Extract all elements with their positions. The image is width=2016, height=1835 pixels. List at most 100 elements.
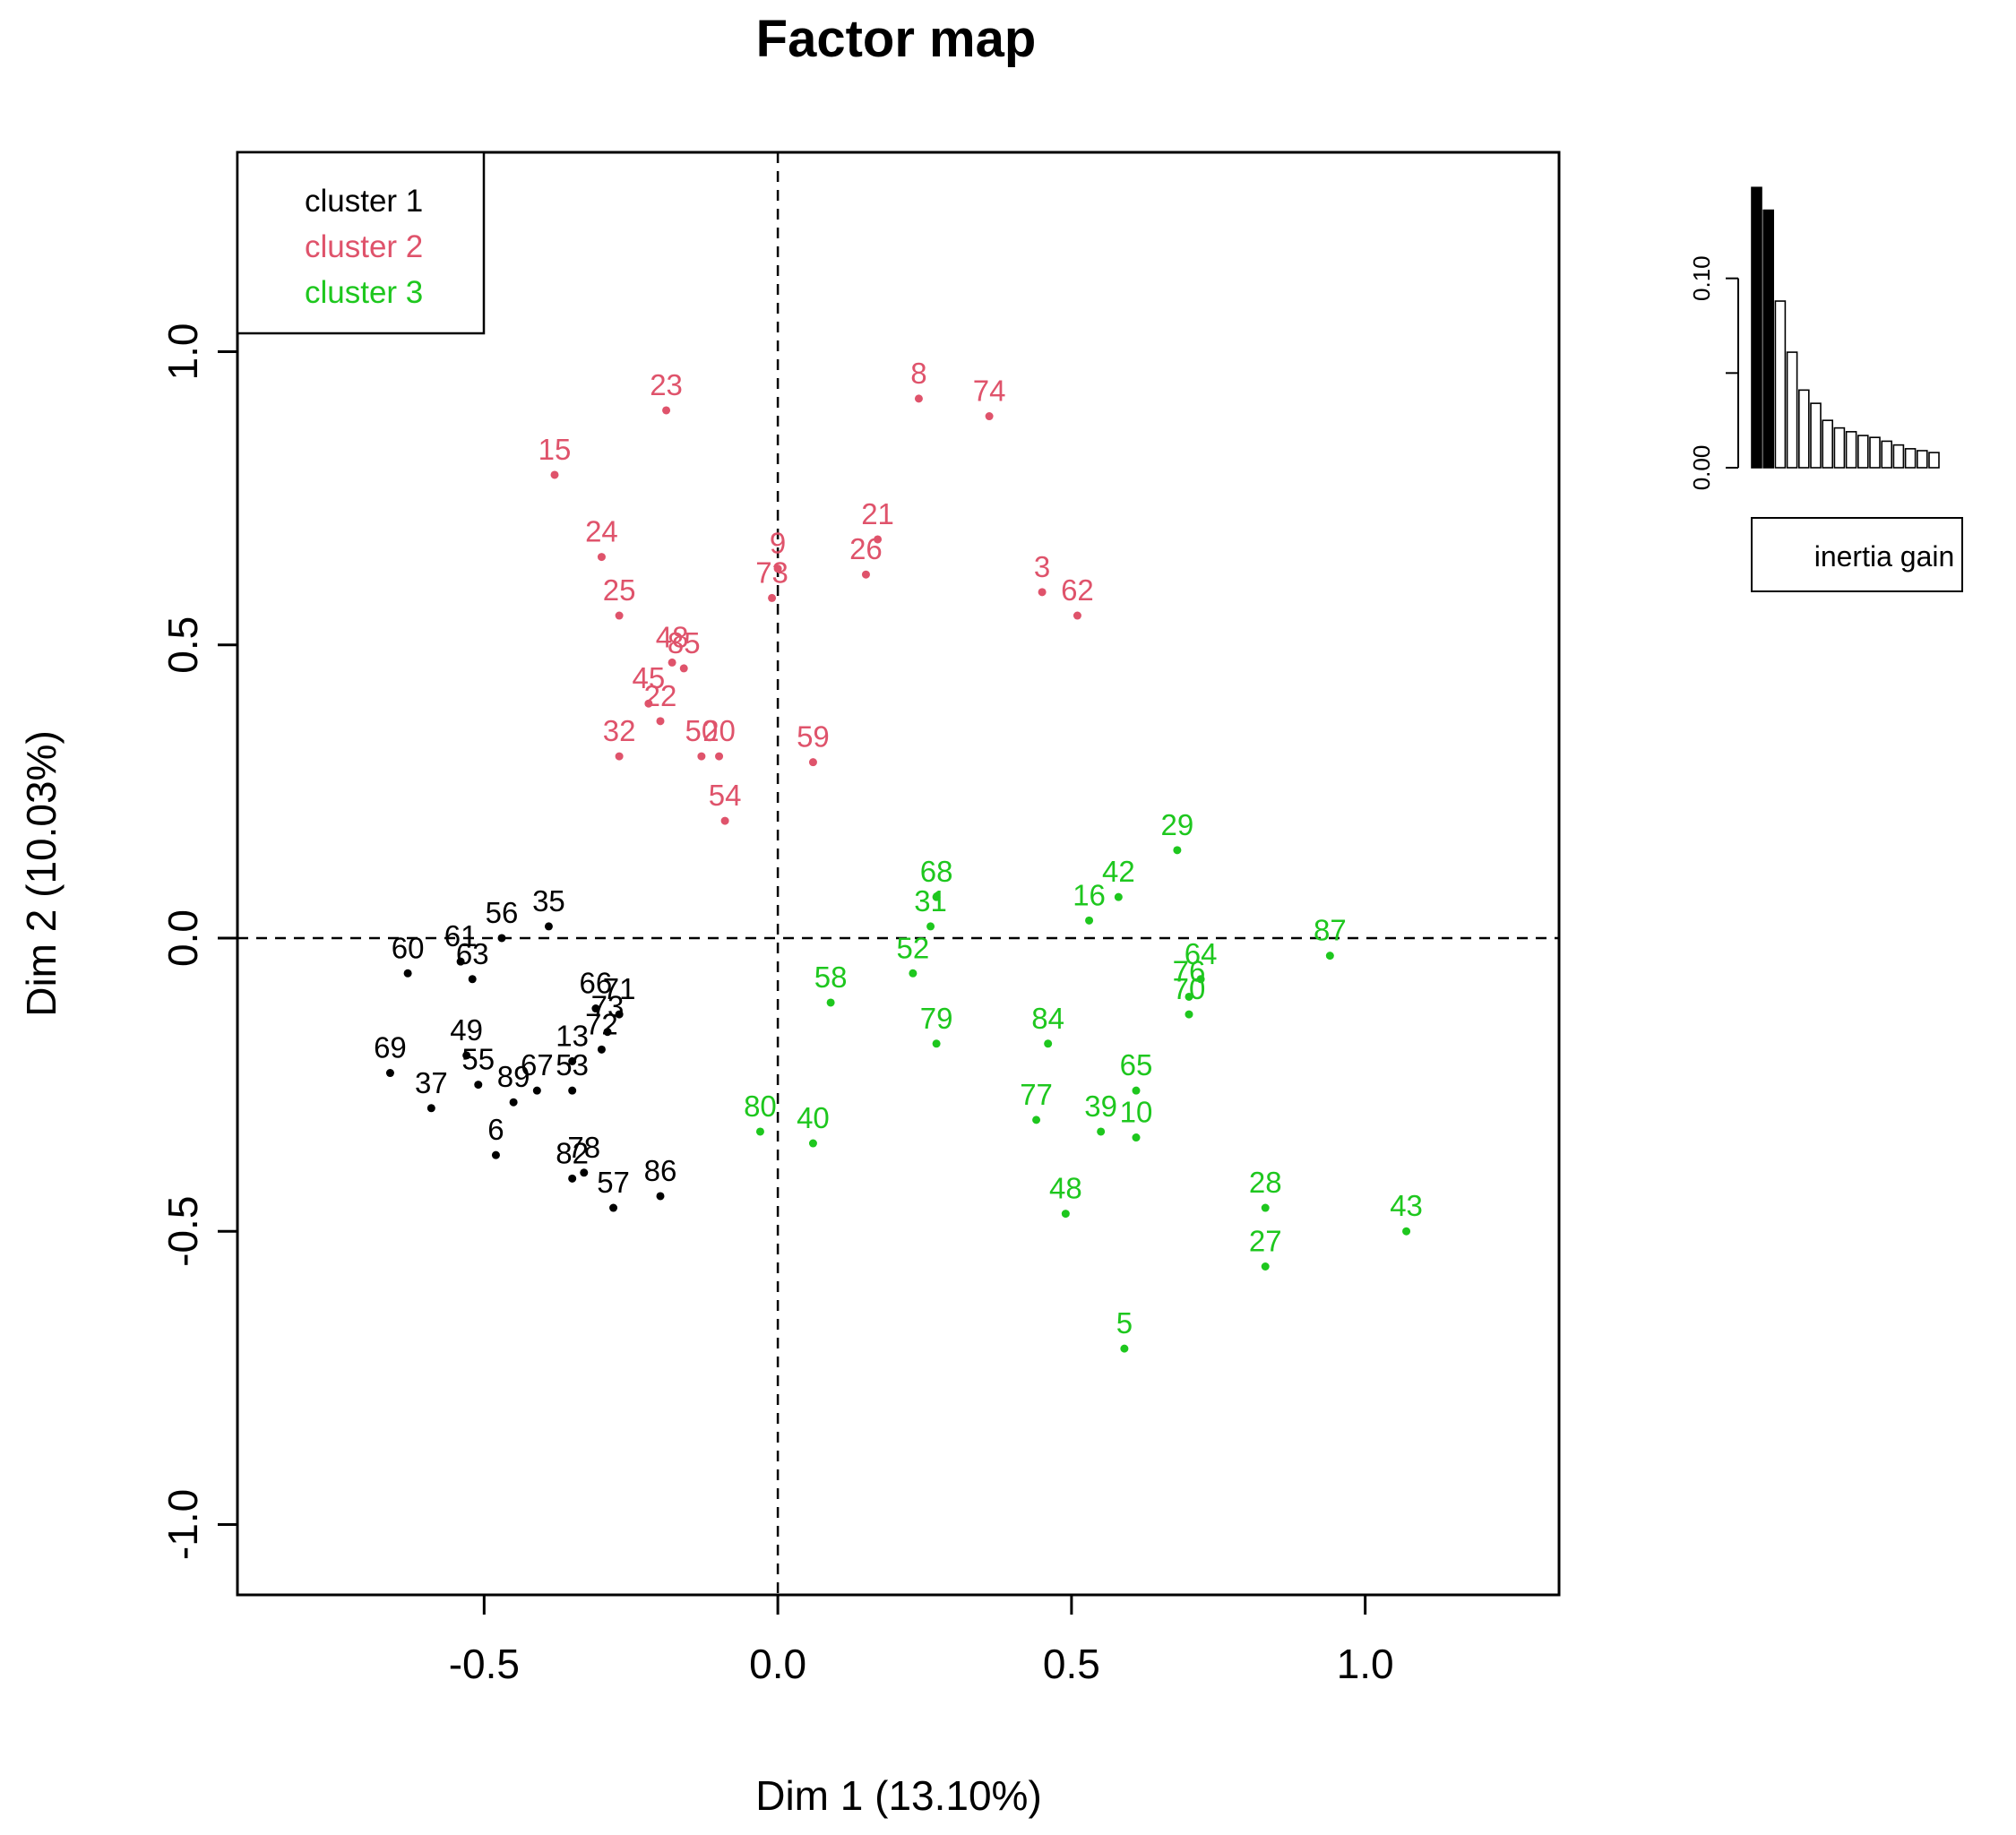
point-cluster-1 <box>568 1086 577 1095</box>
point-cluster-2 <box>914 394 923 403</box>
point-label: 80 <box>744 1090 777 1123</box>
point-label: 20 <box>702 714 736 747</box>
point-cluster-1 <box>468 975 477 984</box>
point-label: 15 <box>538 433 572 466</box>
y-tick-label: 0.5 <box>159 616 206 674</box>
point-label: 73 <box>755 556 788 589</box>
point-label: 73 <box>591 990 625 1023</box>
point-label: 56 <box>486 896 519 929</box>
point-cluster-1 <box>509 1098 518 1107</box>
point-label: 72 <box>585 1007 618 1040</box>
point-label: 45 <box>633 661 666 694</box>
point-cluster-2 <box>768 593 777 602</box>
point-label: 27 <box>1249 1224 1282 1257</box>
legend-cluster-2: cluster 2 <box>305 229 423 264</box>
y-axis: -1.0 -0.5 0.0 0.5 1.0 <box>159 323 239 1560</box>
point-label: 21 <box>861 497 894 530</box>
point-cluster-2 <box>550 470 559 479</box>
x-tick-label: 1.0 <box>1337 1641 1394 1687</box>
point-cluster-2 <box>662 406 671 415</box>
point-cluster-2 <box>697 752 706 761</box>
point-cluster-2 <box>668 658 676 667</box>
point-label: 66 <box>580 967 613 1000</box>
point-cluster-2 <box>1038 588 1047 597</box>
point-label: 64 <box>1185 937 1218 970</box>
inset-bars <box>1751 186 1940 469</box>
point-label: 35 <box>532 884 565 918</box>
point-label: 67 <box>521 1048 554 1081</box>
point-label: 74 <box>973 375 1006 408</box>
legend-cluster-1: cluster 1 <box>305 184 423 219</box>
point-cluster-3 <box>1261 1262 1270 1271</box>
point-cluster-3 <box>808 1139 817 1148</box>
point-label: 3 <box>1034 550 1050 583</box>
inset-bar <box>1928 452 1940 469</box>
point-cluster-1 <box>591 1004 600 1013</box>
point-cluster-3 <box>1173 846 1182 855</box>
point-cluster-2 <box>715 752 724 761</box>
legend: cluster 1 cluster 2 cluster 3 <box>236 151 486 335</box>
x-tick-label: -0.5 <box>449 1641 520 1687</box>
point-cluster-1 <box>603 1028 612 1037</box>
point-cluster-2 <box>615 611 624 620</box>
point-cluster-1 <box>403 969 412 978</box>
x-axis-title: Dim 1 (13.10%) <box>755 1772 1042 1819</box>
point-label: 8 <box>910 357 926 390</box>
point-label: 26 <box>849 532 883 565</box>
point-cluster-1 <box>597 1045 606 1054</box>
point-label: 9 <box>770 527 786 560</box>
point-label: 63 <box>456 937 489 970</box>
point-cluster-1 <box>497 934 506 943</box>
point-cluster-3 <box>1132 1086 1141 1095</box>
point-cluster-2 <box>861 570 870 579</box>
point-label: 53 <box>556 1048 589 1081</box>
point-cluster-3 <box>1114 892 1123 901</box>
point-cluster-2 <box>615 752 624 761</box>
point-cluster-1 <box>462 1051 471 1060</box>
point-label: 40 <box>797 1101 830 1134</box>
point-label: 62 <box>1061 573 1094 607</box>
point-cluster-2 <box>679 664 688 673</box>
point-label: 69 <box>374 1031 407 1064</box>
point-cluster-1 <box>474 1081 483 1090</box>
x-tick-label: 0.5 <box>1043 1641 1100 1687</box>
point-label: 50 <box>685 714 719 747</box>
inset-bar <box>1892 444 1905 469</box>
point-label: 78 <box>567 1131 600 1164</box>
point-label: 82 <box>556 1136 589 1169</box>
point-label: 77 <box>1020 1078 1053 1111</box>
point-label: 29 <box>1161 808 1194 841</box>
point-cluster-1 <box>544 922 553 931</box>
inset-bar <box>1751 186 1762 469</box>
point-cluster-3 <box>1085 916 1094 925</box>
point-cluster-3 <box>1261 1203 1270 1212</box>
point-label: 79 <box>920 1002 953 1035</box>
inset-tick-label: 0.00 <box>1688 445 1715 491</box>
legend-cluster-3: cluster 3 <box>305 275 423 310</box>
point-label: 86 <box>644 1154 677 1187</box>
point-cluster-3 <box>1120 1344 1129 1353</box>
inset-bar <box>1822 419 1833 469</box>
point-cluster-3 <box>1044 1039 1053 1048</box>
inset-bar <box>1904 448 1917 469</box>
point-cluster-3 <box>1402 1227 1411 1236</box>
point-label: 84 <box>1031 1002 1064 1035</box>
point-label: 37 <box>415 1066 448 1099</box>
point-label: 55 <box>461 1043 495 1076</box>
inset-legend-box <box>1751 517 1963 592</box>
point-cluster-1 <box>426 1104 435 1113</box>
point-label: 48 <box>656 620 689 653</box>
point-label: 85 <box>668 626 701 659</box>
inset-legend-label: inertia gain <box>1814 540 1955 573</box>
point-cluster-1 <box>385 1069 394 1078</box>
point-label: 49 <box>450 1013 483 1047</box>
point-cluster-3 <box>826 998 835 1007</box>
point-label: 60 <box>392 931 425 964</box>
point-cluster-2 <box>985 412 994 421</box>
inset-bar <box>1774 300 1787 469</box>
y-axis-title: Dim 2 (10.03%) <box>18 730 65 1017</box>
inset-bar <box>1857 435 1869 469</box>
point-label: 42 <box>1102 855 1135 888</box>
point-cluster-3 <box>1325 952 1334 961</box>
